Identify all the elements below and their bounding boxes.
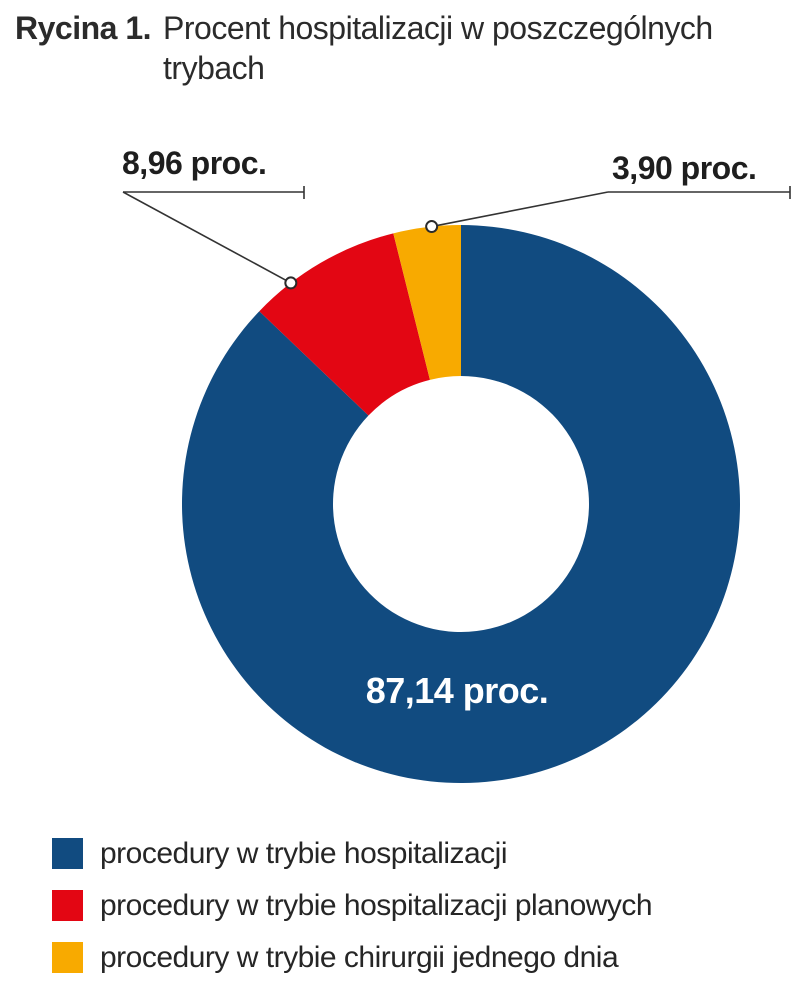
- callout-value-hospitalizacji-planowych: 8,96 proc.: [122, 145, 267, 181]
- figure-title-line1: Procent hospitalizacji w poszczególnych: [163, 10, 713, 46]
- legend-item-chirurgii-jednego-dnia: procedury w trybie chirurgii jednego dni…: [52, 942, 652, 973]
- figure-title-line2: trybach: [163, 50, 265, 86]
- donut-segment-0: [181, 225, 740, 783]
- figure-title: Rycina 1. Procent hospitalizacji w poszc…: [15, 8, 713, 88]
- legend-swatch-orange-icon: [52, 942, 83, 973]
- legend-swatch-red-icon: [52, 890, 83, 921]
- legend-label-chirurgii-jednego-dnia: procedury w trybie chirurgii jednego dni…: [100, 941, 619, 974]
- legend-swatch-blue-icon: [52, 838, 83, 869]
- callout-value-chirurgii-jednego-dnia: 3,90 proc.: [612, 150, 757, 186]
- donut-segment-1: [259, 233, 430, 416]
- legend-label-hospitalizacji-planowych: procedury w trybie hospitalizacji planow…: [100, 889, 653, 922]
- legend-label-hospitalizacji: procedury w trybie hospitalizacji: [100, 837, 508, 870]
- legend-item-hospitalizacji-planowych: procedury w trybie hospitalizacji planow…: [52, 889, 653, 922]
- legend-item-hospitalizacji: procedury w trybie hospitalizacji: [52, 838, 652, 869]
- segment-value-hospitalizacji: 87,14 proc.: [365, 670, 549, 711]
- callout-marker-orange-icon: [425, 220, 439, 234]
- callout-leader-red: [122, 191, 292, 284]
- legend: procedury w trybie hospitalizacji proced…: [52, 838, 653, 973]
- callout-leader-orange: [431, 191, 609, 228]
- donut-segment-2: [393, 225, 461, 380]
- figure-label: Rycina 1.: [15, 10, 152, 46]
- callout-marker-red-icon: [284, 276, 298, 290]
